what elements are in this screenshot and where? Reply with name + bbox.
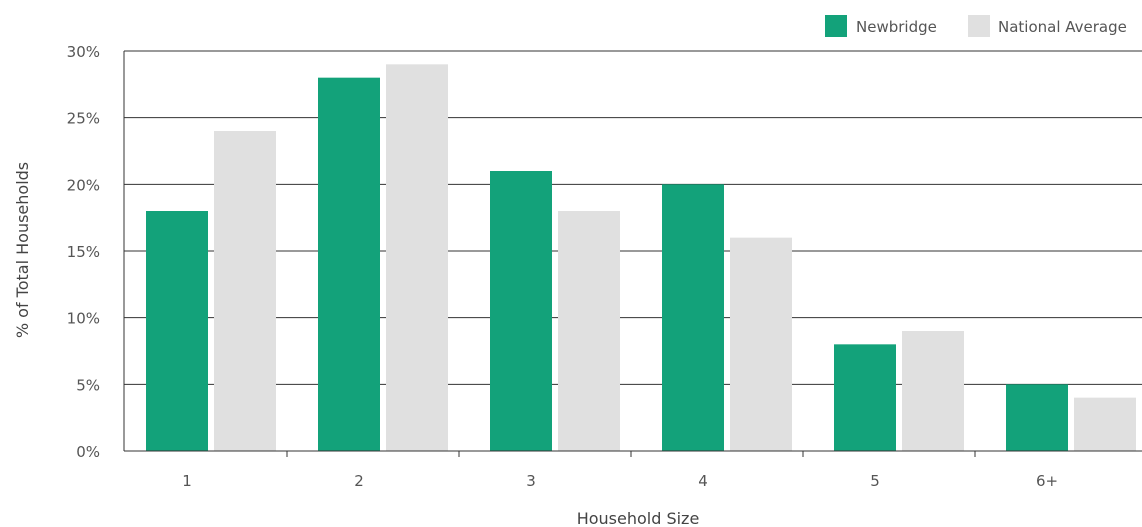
bar-national-average-3 bbox=[558, 211, 620, 451]
bar-national-average-6plus bbox=[1074, 397, 1136, 451]
legend: Newbridge National Average bbox=[825, 15, 1127, 37]
x-tick-label: 3 bbox=[526, 472, 536, 490]
bar-national-average-1 bbox=[214, 131, 276, 451]
bar-national-average-2 bbox=[386, 64, 448, 451]
x-axis-title: Household Size bbox=[577, 509, 700, 527]
axes bbox=[123, 51, 1142, 457]
y-tick-label: 5% bbox=[76, 376, 100, 394]
y-tick-labels: 0% 5% 10% 15% 20% 25% 30% bbox=[67, 43, 100, 461]
y-tick-label: 20% bbox=[67, 176, 100, 194]
y-tick-label: 15% bbox=[67, 243, 100, 261]
legend-label-national-average: National Average bbox=[998, 18, 1127, 36]
legend-label-newbridge: Newbridge bbox=[856, 18, 937, 36]
bar-national-average-5 bbox=[902, 331, 964, 451]
bar-newbridge-2 bbox=[318, 77, 380, 452]
x-tick-label: 6+ bbox=[1036, 472, 1058, 490]
x-tick-label: 4 bbox=[698, 472, 708, 490]
y-tick-label: 30% bbox=[67, 43, 100, 61]
gridlines bbox=[124, 50, 1142, 385]
x-tick-label: 5 bbox=[870, 472, 880, 490]
x-tick-labels: 1 2 3 4 5 6+ bbox=[182, 472, 1058, 490]
bar-newbridge-4 bbox=[662, 184, 724, 452]
y-tick-label: 10% bbox=[67, 310, 100, 328]
x-tick-label: 1 bbox=[182, 472, 192, 490]
bars bbox=[146, 64, 1136, 452]
y-tick-label: 0% bbox=[76, 443, 100, 461]
x-tick-label: 2 bbox=[354, 472, 364, 490]
legend-swatch-newbridge bbox=[825, 15, 847, 37]
bar-national-average-4 bbox=[730, 237, 792, 451]
bar-newbridge-5 bbox=[834, 344, 896, 451]
bar-newbridge-3 bbox=[490, 171, 552, 451]
y-axis-title: % of Total Households bbox=[13, 162, 32, 338]
y-tick-label: 25% bbox=[67, 110, 100, 128]
bar-newbridge-1 bbox=[146, 211, 208, 451]
bar-newbridge-6plus bbox=[1006, 384, 1068, 451]
legend-swatch-national-average bbox=[968, 15, 990, 37]
